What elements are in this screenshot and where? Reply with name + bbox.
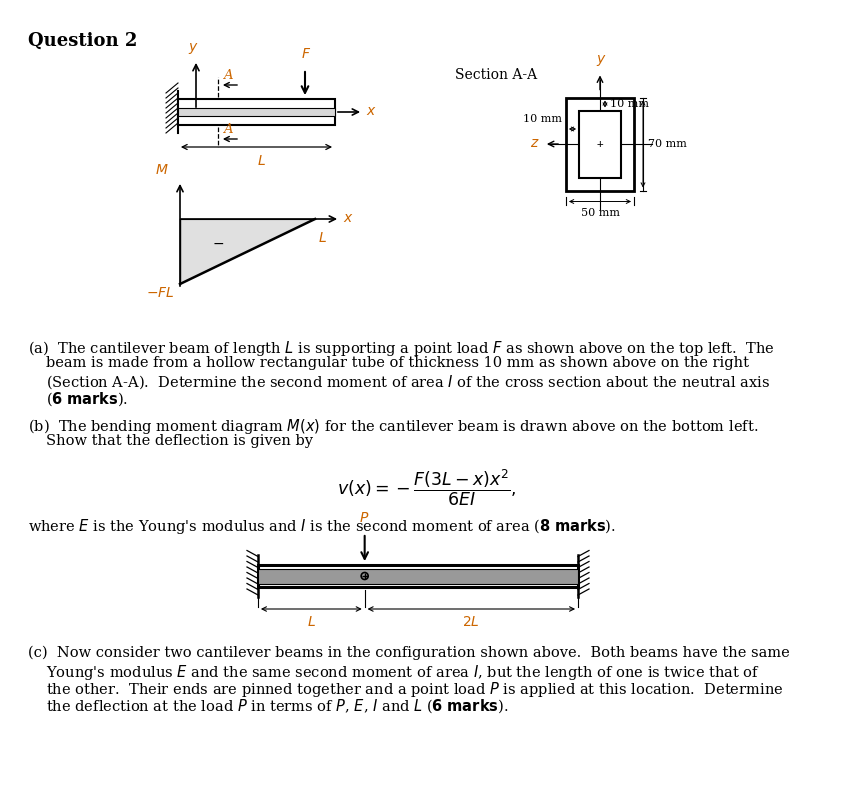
Text: $P$: $P$ xyxy=(359,511,370,525)
Text: $L$: $L$ xyxy=(307,615,315,629)
Bar xyxy=(178,108,335,116)
Text: (c)  Now consider two cantilever beams in the configuration shown above.  Both b: (c) Now consider two cantilever beams in… xyxy=(28,646,790,661)
Text: where $E$ is the Young's modulus and $I$ is the second moment of area ($\mathbf{: where $E$ is the Young's modulus and $I$… xyxy=(28,517,616,536)
Text: beam is made from a hollow rectangular tube of thickness 10 mm as shown above on: beam is made from a hollow rectangular t… xyxy=(46,356,749,370)
Polygon shape xyxy=(180,219,315,284)
Text: $L$: $L$ xyxy=(318,231,327,245)
Text: 10 mm: 10 mm xyxy=(523,114,562,124)
Text: the deflection at the load $P$ in terms of $P$, $E$, $I$ and $L$ ($\mathbf{6}$ $: the deflection at the load $P$ in terms … xyxy=(46,697,509,715)
Text: $x$: $x$ xyxy=(366,104,377,118)
Text: $L$: $L$ xyxy=(257,154,266,168)
Text: Question 2: Question 2 xyxy=(28,32,138,50)
Text: 10 mm: 10 mm xyxy=(610,99,649,109)
Text: +: + xyxy=(597,139,604,149)
Text: (Section A-A).  Determine the second moment of area $I$ of the cross section abo: (Section A-A). Determine the second mome… xyxy=(46,373,770,391)
Text: Show that the deflection is given by: Show that the deflection is given by xyxy=(46,434,313,448)
Text: $v(x) = -\dfrac{F(3L - x)x^2}{6EI},$: $v(x) = -\dfrac{F(3L - x)x^2}{6EI},$ xyxy=(337,467,516,507)
Text: 50 mm: 50 mm xyxy=(581,209,620,218)
Bar xyxy=(178,99,335,125)
Bar xyxy=(579,110,621,178)
Text: $M$: $M$ xyxy=(156,163,168,177)
Bar xyxy=(258,569,578,584)
Text: Section A-A: Section A-A xyxy=(455,68,537,82)
Bar xyxy=(566,98,634,191)
Text: ($\mathbf{6}$ $\mathbf{marks}$).: ($\mathbf{6}$ $\mathbf{marks}$). xyxy=(46,390,128,407)
Text: $F$: $F$ xyxy=(301,47,311,61)
Bar xyxy=(258,565,578,587)
Text: (b)  The bending moment diagram $M(x)$ for the cantilever beam is drawn above on: (b) The bending moment diagram $M(x)$ fo… xyxy=(28,417,758,436)
Text: A: A xyxy=(223,123,233,136)
Text: $y$: $y$ xyxy=(187,41,198,56)
Text: $-FL$: $-FL$ xyxy=(145,286,174,300)
Text: $2L$: $2L$ xyxy=(463,615,481,629)
Text: Young's modulus $E$ and the same second moment of area $I$, but the length of on: Young's modulus $E$ and the same second … xyxy=(46,663,760,682)
Text: 70 mm: 70 mm xyxy=(648,139,687,149)
Text: (a)  The cantilever beam of length $L$ is supporting a point load $F$ as shown a: (a) The cantilever beam of length $L$ is… xyxy=(28,339,775,358)
Text: $x$: $x$ xyxy=(343,211,354,225)
Text: $y$: $y$ xyxy=(596,52,606,67)
Text: $-$: $-$ xyxy=(212,236,224,250)
Text: A: A xyxy=(223,69,233,82)
Text: $z$: $z$ xyxy=(530,136,540,150)
Text: the other.  Their ends are pinned together and a point load $P$ is applied at th: the other. Their ends are pinned togethe… xyxy=(46,680,783,699)
